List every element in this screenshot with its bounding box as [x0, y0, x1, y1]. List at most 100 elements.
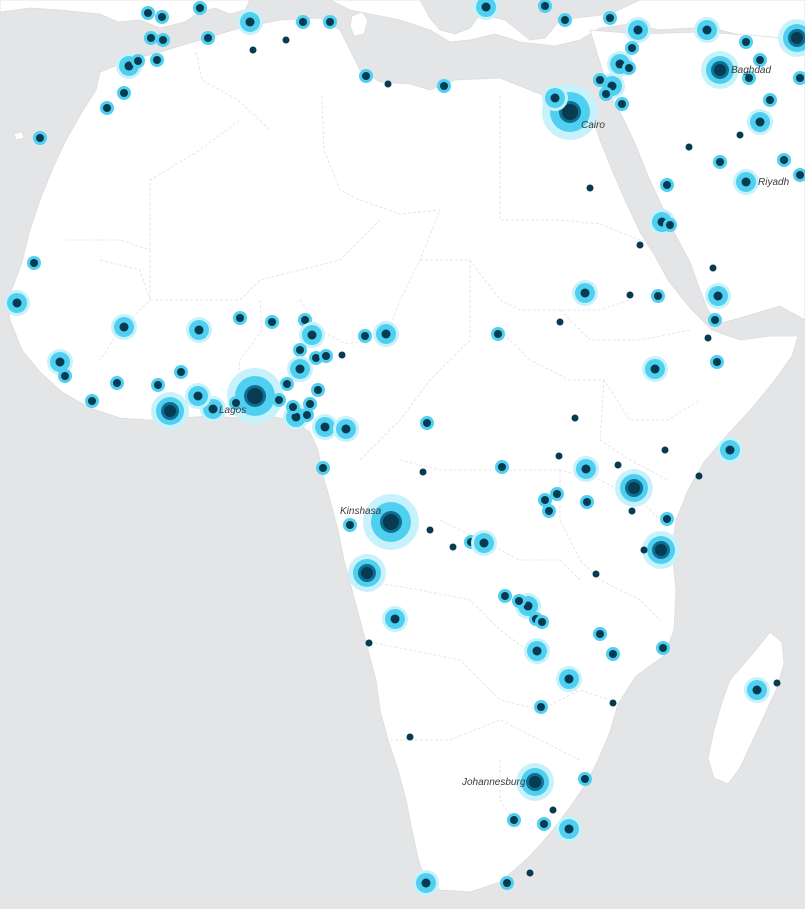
- population-marker-dot[interactable]: [119, 322, 129, 332]
- population-marker-dot[interactable]: [299, 18, 307, 26]
- population-marker-dot[interactable]: [494, 330, 502, 338]
- population-marker-dot[interactable]: [153, 56, 161, 64]
- population-marker-dot[interactable]: [549, 806, 557, 814]
- population-marker-dot[interactable]: [713, 291, 723, 301]
- population-marker-dot[interactable]: [628, 482, 640, 494]
- population-marker-dot[interactable]: [419, 468, 427, 476]
- population-marker-dot[interactable]: [440, 82, 448, 90]
- population-marker-dot[interactable]: [529, 776, 541, 788]
- population-marker-dot[interactable]: [711, 316, 719, 324]
- city-label-riyadh[interactable]: Riyadh: [758, 177, 790, 188]
- city-label-lagos[interactable]: Lagos: [219, 405, 247, 416]
- population-marker-dot[interactable]: [479, 538, 489, 548]
- population-marker-dot[interactable]: [618, 100, 626, 108]
- population-marker-dot[interactable]: [586, 184, 594, 192]
- population-marker-dot[interactable]: [30, 259, 38, 267]
- population-marker-dot[interactable]: [283, 380, 291, 388]
- population-marker-dot[interactable]: [159, 36, 167, 44]
- population-marker-dot[interactable]: [780, 156, 788, 164]
- population-marker-dot[interactable]: [583, 498, 591, 506]
- population-marker-dot[interactable]: [545, 507, 553, 515]
- population-marker-dot[interactable]: [194, 325, 204, 335]
- population-marker-dot[interactable]: [312, 354, 320, 362]
- population-marker-dot[interactable]: [564, 674, 574, 684]
- population-marker-dot[interactable]: [501, 592, 509, 600]
- population-marker-dot[interactable]: [384, 80, 392, 88]
- population-marker-dot[interactable]: [295, 364, 305, 374]
- population-marker-dot[interactable]: [390, 614, 400, 624]
- population-marker-dot[interactable]: [289, 403, 297, 411]
- population-marker-dot[interactable]: [303, 411, 311, 419]
- population-marker-dot[interactable]: [625, 64, 633, 72]
- population-marker-dot[interactable]: [702, 25, 712, 35]
- population-marker-dot[interactable]: [537, 703, 545, 711]
- population-marker-dot[interactable]: [640, 546, 648, 554]
- population-marker-dot[interactable]: [177, 368, 185, 376]
- population-marker-dot[interactable]: [742, 38, 750, 46]
- population-marker-dot[interactable]: [713, 358, 721, 366]
- population-marker-dot[interactable]: [614, 461, 622, 469]
- population-marker-dot[interactable]: [208, 404, 218, 414]
- population-marker-dot[interactable]: [103, 104, 111, 112]
- population-marker-dot[interactable]: [307, 330, 317, 340]
- city-label-kinshasa[interactable]: Kinshasa: [340, 506, 382, 517]
- population-marker-dot[interactable]: [196, 4, 204, 12]
- population-marker-dot[interactable]: [609, 650, 617, 658]
- population-marker-dot[interactable]: [341, 424, 351, 434]
- population-marker-dot[interactable]: [745, 74, 753, 82]
- population-marker-dot[interactable]: [580, 288, 590, 298]
- population-marker-dot[interactable]: [766, 96, 774, 104]
- population-marker-dot[interactable]: [301, 316, 309, 324]
- population-marker-dot[interactable]: [626, 291, 634, 299]
- population-marker-dot[interactable]: [555, 452, 563, 460]
- population-marker-dot[interactable]: [695, 472, 703, 480]
- population-marker-dot[interactable]: [553, 490, 561, 498]
- population-marker-dot[interactable]: [596, 630, 604, 638]
- population-marker-dot[interactable]: [562, 104, 578, 120]
- population-marker-dot[interactable]: [592, 570, 600, 578]
- population-marker-dot[interactable]: [296, 346, 304, 354]
- population-marker-dot[interactable]: [714, 64, 726, 76]
- population-marker-dot[interactable]: [564, 824, 574, 834]
- population-marker-dot[interactable]: [581, 464, 591, 474]
- population-marker-dot[interactable]: [796, 171, 804, 179]
- population-marker-dot[interactable]: [515, 597, 523, 605]
- population-marker-dot[interactable]: [12, 298, 22, 308]
- population-marker-dot[interactable]: [144, 9, 152, 17]
- population-marker-dot[interactable]: [421, 878, 431, 888]
- population-marker-dot[interactable]: [628, 44, 636, 52]
- population-marker-dot[interactable]: [636, 241, 644, 249]
- population-marker-dot[interactable]: [796, 74, 804, 82]
- population-marker-dot[interactable]: [423, 419, 431, 427]
- population-marker-dot[interactable]: [628, 507, 636, 515]
- population-marker-dot[interactable]: [322, 352, 330, 360]
- population-marker-dot[interactable]: [383, 514, 399, 530]
- population-marker-dot[interactable]: [756, 56, 764, 64]
- population-marker-dot[interactable]: [596, 76, 604, 84]
- population-marker-dot[interactable]: [752, 685, 762, 695]
- population-marker-dot[interactable]: [124, 61, 134, 71]
- city-label-baghdad[interactable]: Baghdad: [731, 65, 772, 76]
- population-marker-dot[interactable]: [291, 412, 301, 422]
- population-marker-dot[interactable]: [655, 544, 667, 556]
- population-marker-dot[interactable]: [88, 397, 96, 405]
- population-marker-dot[interactable]: [164, 405, 176, 417]
- population-marker-dot[interactable]: [581, 775, 589, 783]
- population-marker-dot[interactable]: [406, 733, 414, 741]
- population-marker-dot[interactable]: [540, 820, 548, 828]
- population-marker-dot[interactable]: [541, 496, 549, 504]
- population-marker-dot[interactable]: [526, 869, 534, 877]
- population-marker-dot[interactable]: [319, 464, 327, 472]
- population-marker-dot[interactable]: [571, 414, 579, 422]
- population-marker-dot[interactable]: [204, 34, 212, 42]
- population-marker-dot[interactable]: [249, 46, 257, 54]
- population-marker-dot[interactable]: [338, 351, 346, 359]
- population-marker-dot[interactable]: [275, 396, 283, 404]
- population-marker-dot[interactable]: [773, 679, 781, 687]
- population-marker-dot[interactable]: [120, 89, 128, 97]
- population-marker-dot[interactable]: [609, 699, 617, 707]
- population-marker-dot[interactable]: [232, 399, 240, 407]
- population-marker-dot[interactable]: [510, 816, 518, 824]
- population-marker-dot[interactable]: [661, 446, 669, 454]
